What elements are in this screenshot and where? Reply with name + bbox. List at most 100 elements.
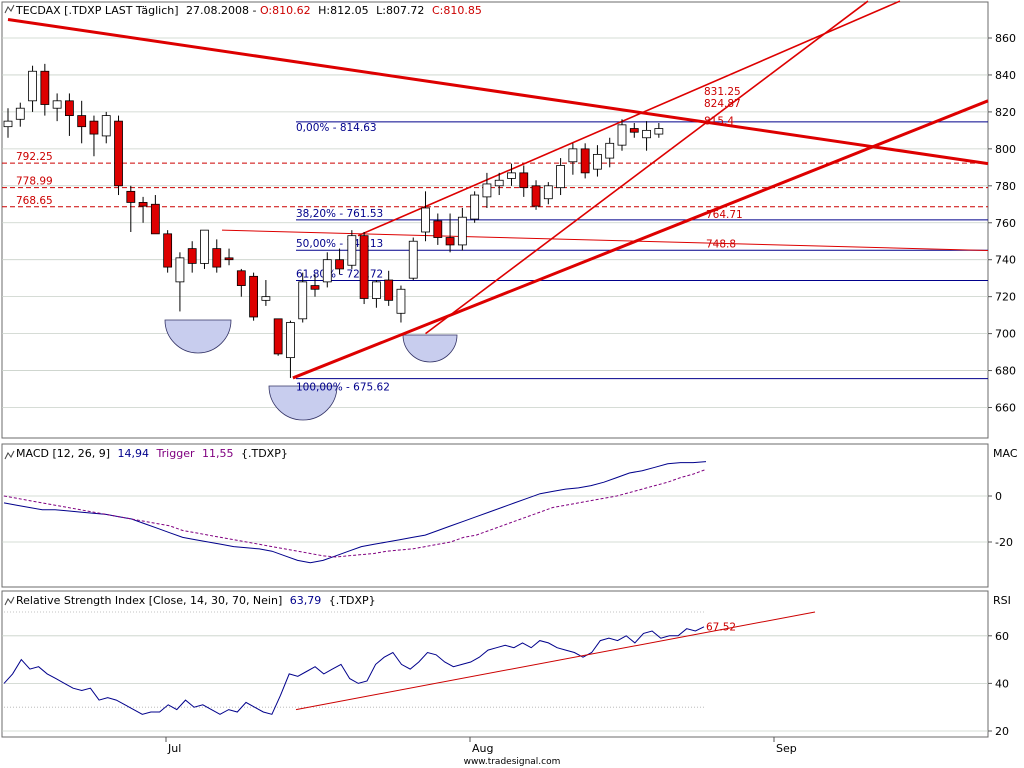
candle-body[interactable] [175, 257, 185, 283]
fib-level-label: 50,00% - 745.13 [296, 238, 383, 250]
candle-body[interactable] [335, 259, 344, 270]
chart-type-icon [4, 4, 15, 14]
price-tick-label: 780 [995, 180, 1016, 193]
rsi-panel[interactable] [1, 590, 989, 738]
candle-body[interactable] [126, 190, 136, 203]
svg-text:MACD [12, 26, 9] 14,94: MACD [12, 26, 9] 14,94 Trigger 11,55 {.T… [16, 447, 288, 460]
candle-body[interactable] [470, 194, 480, 220]
candle-body[interactable] [273, 318, 283, 355]
candle-body[interactable] [249, 275, 259, 318]
candle-body[interactable] [298, 281, 308, 320]
candle-body[interactable] [556, 165, 565, 189]
channel-level-label: 815.4 [704, 115, 734, 127]
candle-body[interactable] [261, 296, 271, 301]
candle-body[interactable] [408, 240, 418, 279]
candle-body[interactable] [384, 279, 394, 301]
price-tick-label: 700 [995, 328, 1016, 341]
candle-body[interactable] [28, 70, 37, 102]
candlesticks [3, 63, 664, 378]
candle-body[interactable] [445, 237, 455, 246]
svg-text:TECDAX [.TDXP LAST Täglich]: TECDAX [.TDXP LAST Täglich] 27.08.2008 -… [15, 4, 482, 17]
cup-formations [164, 319, 458, 421]
header-high: H:812.05 [318, 4, 368, 17]
candle-body[interactable] [310, 285, 320, 290]
candle-body[interactable] [347, 235, 357, 266]
candle-body[interactable] [568, 148, 578, 163]
fib-level-label: 100,00% - 675.62 [296, 382, 390, 394]
candle-body[interactable] [593, 153, 602, 170]
rsi-source: {.TDXP} [329, 594, 376, 607]
rsi-lines: 67.52 [3, 611, 816, 715]
candle-body[interactable] [163, 233, 173, 268]
candle-body[interactable] [580, 148, 590, 174]
macd-panel[interactable] [1, 443, 989, 588]
candle-body[interactable] [3, 120, 13, 128]
candle-body[interactable] [200, 229, 209, 264]
candle-body[interactable] [77, 115, 87, 128]
dashed-level-label: 792.25 [16, 151, 53, 163]
rsi-header: Relative Strength Index [Close, 14, 30, … [4, 594, 1011, 607]
candle-body[interactable] [629, 128, 639, 133]
svg-text:Relative Strength Index [Close: Relative Strength Index [Close, 14, 30, … [16, 594, 376, 607]
candle-body[interactable] [543, 185, 553, 200]
candle-body[interactable] [617, 124, 627, 146]
macd-value: 14,94 [118, 447, 150, 460]
trend-line-resistance-long [7, 18, 989, 166]
candle-body[interactable] [138, 202, 148, 207]
candle-body[interactable] [89, 120, 99, 135]
candle-body[interactable] [433, 220, 443, 238]
candle-body[interactable] [40, 70, 50, 105]
candle-body[interactable] [322, 259, 332, 283]
rsi-trend-line [295, 611, 816, 711]
price-tick-label: 740 [995, 254, 1016, 267]
watermark: www.tradesignal.com [464, 757, 561, 767]
candle-body[interactable] [286, 322, 295, 359]
price-tick-label: 860 [995, 32, 1016, 45]
channel-level-label: 748.8 [706, 238, 736, 250]
price-tick-label: 800 [995, 143, 1016, 156]
dashed-level-label: 768.65 [16, 195, 53, 207]
price-tick-label: 660 [995, 402, 1016, 415]
macd-source: {.TDXP} [241, 447, 288, 460]
trend-line-channel-steep [425, 0, 869, 335]
candle-body[interactable] [187, 248, 197, 264]
candle-body[interactable] [654, 128, 664, 135]
candle-body[interactable] [101, 115, 111, 137]
candle-body[interactable] [150, 203, 160, 235]
channel-level-label: 764.71 [706, 209, 743, 221]
candle-body[interactable] [359, 235, 369, 299]
candle-body[interactable] [507, 172, 516, 179]
price-tick-label: 840 [995, 69, 1016, 82]
header-symbol: TECDAX [.TDXP LAST Täglich] [15, 4, 179, 17]
candle-body[interactable] [65, 100, 74, 116]
candle-body[interactable] [396, 288, 406, 314]
candle-body[interactable] [52, 100, 62, 109]
trend-line-flat [221, 229, 989, 251]
candle-body[interactable] [457, 216, 467, 246]
candle-body[interactable] [531, 185, 541, 207]
price-y-axis: 660 680 700 720 740 760 780 800 820 840 860 [988, 32, 1016, 415]
macd-axis-label: MAC [993, 447, 1018, 460]
candle-body[interactable] [236, 270, 246, 286]
candle-body[interactable] [494, 179, 504, 187]
candle-body[interactable] [519, 172, 529, 189]
candle-body[interactable] [482, 183, 492, 198]
header-open: O:810.62 [260, 4, 311, 17]
candle-body[interactable] [114, 120, 123, 187]
candle-body[interactable] [605, 142, 615, 159]
candle-body[interactable] [15, 107, 25, 120]
macd-lines [3, 461, 707, 564]
macd-trigger-label: Trigger [156, 447, 195, 460]
price-header: TECDAX [.TDXP LAST Täglich] 27.08.2008 -… [4, 4, 482, 17]
macd-trigger-value: 11,55 [202, 447, 234, 460]
candle-body[interactable] [224, 257, 234, 261]
candle-body[interactable] [421, 207, 430, 233]
candle-body[interactable] [642, 129, 651, 139]
candle-body[interactable] [371, 281, 381, 299]
candle-body[interactable] [212, 248, 222, 268]
fib-level-label: 0,00% - 814.63 [296, 122, 377, 134]
macd-line [3, 461, 707, 564]
channel-level-label: 831.25 [704, 86, 741, 98]
